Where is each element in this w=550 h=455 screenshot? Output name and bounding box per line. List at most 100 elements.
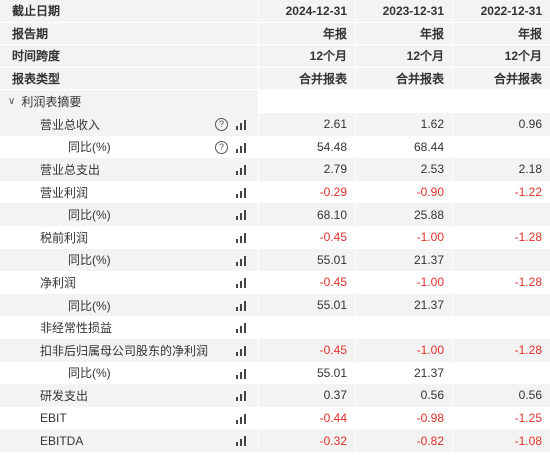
row-label-cell: 非经常性损益 [0, 316, 258, 339]
value-cell: -1.28 [452, 225, 550, 249]
value-cell: -0.98 [355, 406, 452, 430]
value-cell: -1.28 [452, 338, 550, 362]
header-value: 年报 [452, 22, 550, 45]
row-label: 同比(%) [68, 298, 111, 313]
bar-chart-icon[interactable] [236, 232, 248, 243]
header-row: 报告期 年报 年报 年报 [0, 22, 550, 46]
value-cell: -1.00 [355, 271, 452, 294]
row-label: 研发支出 [40, 388, 89, 403]
value-cell: 21.37 [355, 293, 452, 317]
table-row: 同比(%) 55.01 21.37 [0, 293, 550, 317]
row-label: 营业总收入 [40, 117, 101, 132]
header-value: 12个月 [452, 45, 550, 67]
row-label: EBITDA [40, 433, 84, 448]
section-toggle[interactable]: ∨ 利润表摘要 [0, 90, 258, 113]
bar-chart-icon[interactable] [236, 391, 248, 402]
bar-chart-icon[interactable] [236, 413, 248, 424]
value-cell: -0.45 [258, 225, 355, 249]
bar-chart-icon[interactable] [236, 165, 248, 176]
value-cell [452, 293, 550, 317]
value-cell: 1.62 [355, 112, 452, 136]
row-label-cell: 同比(%)? [0, 136, 258, 159]
row-label-cell: 同比(%) [0, 249, 258, 272]
header-value: 12个月 [258, 45, 355, 67]
value-cell: 55.01 [258, 293, 355, 317]
value-cell: -1.25 [452, 406, 550, 430]
section-label: 利润表摘要 [21, 95, 82, 110]
question-circle-icon[interactable]: ? [215, 117, 228, 131]
row-label-cell: 同比(%) [0, 362, 258, 385]
header-value: 2023-12-31 [355, 0, 452, 22]
value-cell: -1.22 [452, 180, 550, 204]
bar-chart-icon[interactable] [236, 142, 248, 153]
value-cell: -1.00 [355, 225, 452, 249]
question-circle-icon[interactable]: ? [215, 140, 228, 154]
value-cell: 0.56 [355, 384, 452, 407]
row-label: 营业总支出 [40, 162, 101, 177]
section-empty-cell [258, 90, 355, 113]
section-empty-cell [452, 90, 550, 113]
value-cell [452, 316, 550, 339]
value-cell: 21.37 [355, 248, 452, 272]
table-row: 同比(%) 55.01 21.37 [0, 361, 550, 385]
chevron-down-icon[interactable]: ∨ [8, 96, 16, 108]
row-label-cell: 同比(%) [0, 203, 258, 226]
row-label: EBIT [40, 410, 67, 425]
section-row-income-summary[interactable]: ∨ 利润表摘要 [0, 90, 550, 113]
row-label: 同比(%) [68, 253, 111, 268]
bar-chart-icon[interactable] [236, 300, 248, 311]
table-row: 同比(%)? 54.48 68.44 [0, 135, 550, 159]
value-cell [258, 316, 355, 339]
table-row: 税前利润 -0.45 -1.00 -1.28 [0, 225, 550, 249]
bar-chart-icon[interactable] [236, 255, 248, 266]
value-cell: 68.44 [355, 135, 452, 159]
row-label: 净利润 [40, 275, 77, 290]
header-value: 年报 [258, 22, 355, 45]
value-cell: -0.44 [258, 406, 355, 430]
bar-chart-icon[interactable] [236, 210, 248, 221]
value-cell: 25.88 [355, 203, 452, 226]
row-label-cell: EBIT [0, 407, 258, 430]
value-cell: 2.79 [258, 158, 355, 181]
header-label: 报表类型 [12, 72, 61, 87]
row-label-cell: 扣非后归属母公司股东的净利润 [0, 339, 258, 362]
bar-chart-icon[interactable] [236, 368, 248, 379]
table-row: 净利润 -0.45 -1.00 -1.28 [0, 271, 550, 294]
value-cell [452, 135, 550, 159]
header-label: 报告期 [12, 26, 49, 41]
table-row: 同比(%) 55.01 21.37 [0, 248, 550, 272]
row-label-cell: 净利润 [0, 271, 258, 294]
row-label: 营业利润 [40, 185, 89, 200]
table-row: 营业总收入? 2.61 1.62 0.96 [0, 112, 550, 136]
value-cell: -0.32 [258, 429, 355, 452]
value-cell: -1.08 [452, 429, 550, 452]
bar-chart-icon[interactable] [236, 187, 248, 198]
table-row: EBIT -0.44 -0.98 -1.25 [0, 406, 550, 430]
row-label: 扣非后归属母公司股东的净利润 [40, 343, 209, 358]
row-label-cell: 税前利润 [0, 226, 258, 249]
row-label-cell: 营业利润 [0, 181, 258, 204]
header-value: 合并报表 [258, 67, 355, 90]
header-label: 截止日期 [12, 4, 61, 19]
header-value: 合并报表 [355, 67, 452, 90]
bar-chart-icon[interactable] [236, 436, 248, 447]
header-row: 时间跨度 12个月 12个月 12个月 [0, 45, 550, 68]
value-cell [355, 316, 452, 339]
value-cell [452, 203, 550, 226]
bar-chart-icon[interactable] [236, 345, 248, 356]
value-cell: -1.00 [355, 338, 452, 362]
bar-chart-icon[interactable] [236, 119, 248, 130]
row-label: 税前利润 [40, 230, 89, 245]
row-label: 同比(%) [68, 366, 111, 381]
row-label-cell: 营业总收入? [0, 113, 258, 136]
row-label: 非经常性损益 [40, 321, 113, 336]
bar-chart-icon[interactable] [236, 278, 248, 289]
table-row: 研发支出 0.37 0.56 0.56 [0, 384, 550, 407]
row-label-cell: 营业总支出 [0, 158, 258, 181]
bar-chart-icon[interactable] [236, 323, 248, 334]
row-label-cell: 同比(%) [0, 294, 258, 317]
header-value: 12个月 [355, 45, 452, 67]
value-cell: 55.01 [258, 361, 355, 385]
header-value: 合并报表 [452, 67, 550, 90]
